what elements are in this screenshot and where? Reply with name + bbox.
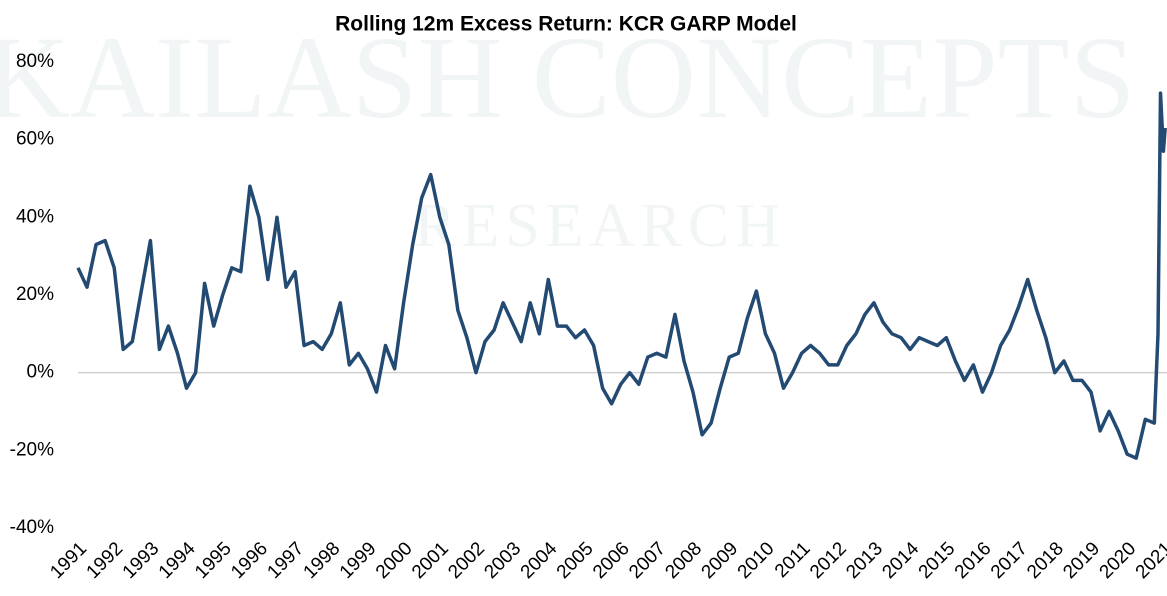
x-tick-label: 2018 xyxy=(1023,538,1068,583)
x-tick-label: 1993 xyxy=(119,538,164,583)
x-tick-label: 2011 xyxy=(771,538,815,582)
x-tick-label: 1998 xyxy=(300,538,345,583)
y-tick-label: 40% xyxy=(16,206,54,227)
x-tick-label: 2009 xyxy=(698,538,743,583)
x-tick-label: 2017 xyxy=(987,538,1032,583)
y-tick-label: 80% xyxy=(16,51,54,72)
x-tick-label: 1992 xyxy=(83,538,128,583)
y-tick-label: 0% xyxy=(27,362,55,383)
x-tick-label: 2006 xyxy=(589,538,634,583)
x-tick-label: 1994 xyxy=(155,538,200,583)
x-tick-label: 2021 xyxy=(1132,538,1167,583)
x-tick-label: 2013 xyxy=(842,538,887,583)
x-tick-label: 2010 xyxy=(734,538,779,583)
y-tick-label: -20% xyxy=(10,439,54,460)
x-tick-label: 1991 xyxy=(46,538,91,583)
x-tick-label: 1999 xyxy=(336,538,381,583)
x-tick-label: 2002 xyxy=(444,538,489,583)
x-tick-label: 2019 xyxy=(1059,538,1104,583)
data-line xyxy=(76,91,1167,460)
x-tick-label: 2007 xyxy=(625,538,670,583)
watermark-sub: RESEARCH xyxy=(414,192,786,260)
x-tick-label: 2016 xyxy=(951,538,996,583)
x-tick-label: 2008 xyxy=(661,538,706,583)
x-tick-label: 2004 xyxy=(517,538,562,583)
x-tick-label: 1997 xyxy=(263,538,308,583)
y-tick-label: 20% xyxy=(16,284,54,305)
x-tick-label: 2003 xyxy=(480,538,525,583)
x-tick-label: 2012 xyxy=(806,538,851,583)
y-tick-label: -40% xyxy=(10,517,54,538)
watermark: KAILASH CONCEPTS xyxy=(0,12,1135,143)
x-tick-label: 1995 xyxy=(191,538,236,583)
x-tick-label: 2020 xyxy=(1096,538,1141,583)
x-tick-label: 2015 xyxy=(915,538,960,583)
x-tick-label: 2001 xyxy=(408,538,453,583)
y-tick-label: 60% xyxy=(16,129,54,150)
x-tick-label: 1996 xyxy=(227,538,272,583)
x-tick-label: 2000 xyxy=(372,538,417,583)
chart-title: Rolling 12m Excess Return: KCR GARP Mode… xyxy=(335,13,797,36)
x-tick-label: 2014 xyxy=(878,538,923,583)
x-tick-label: 2005 xyxy=(553,538,598,583)
